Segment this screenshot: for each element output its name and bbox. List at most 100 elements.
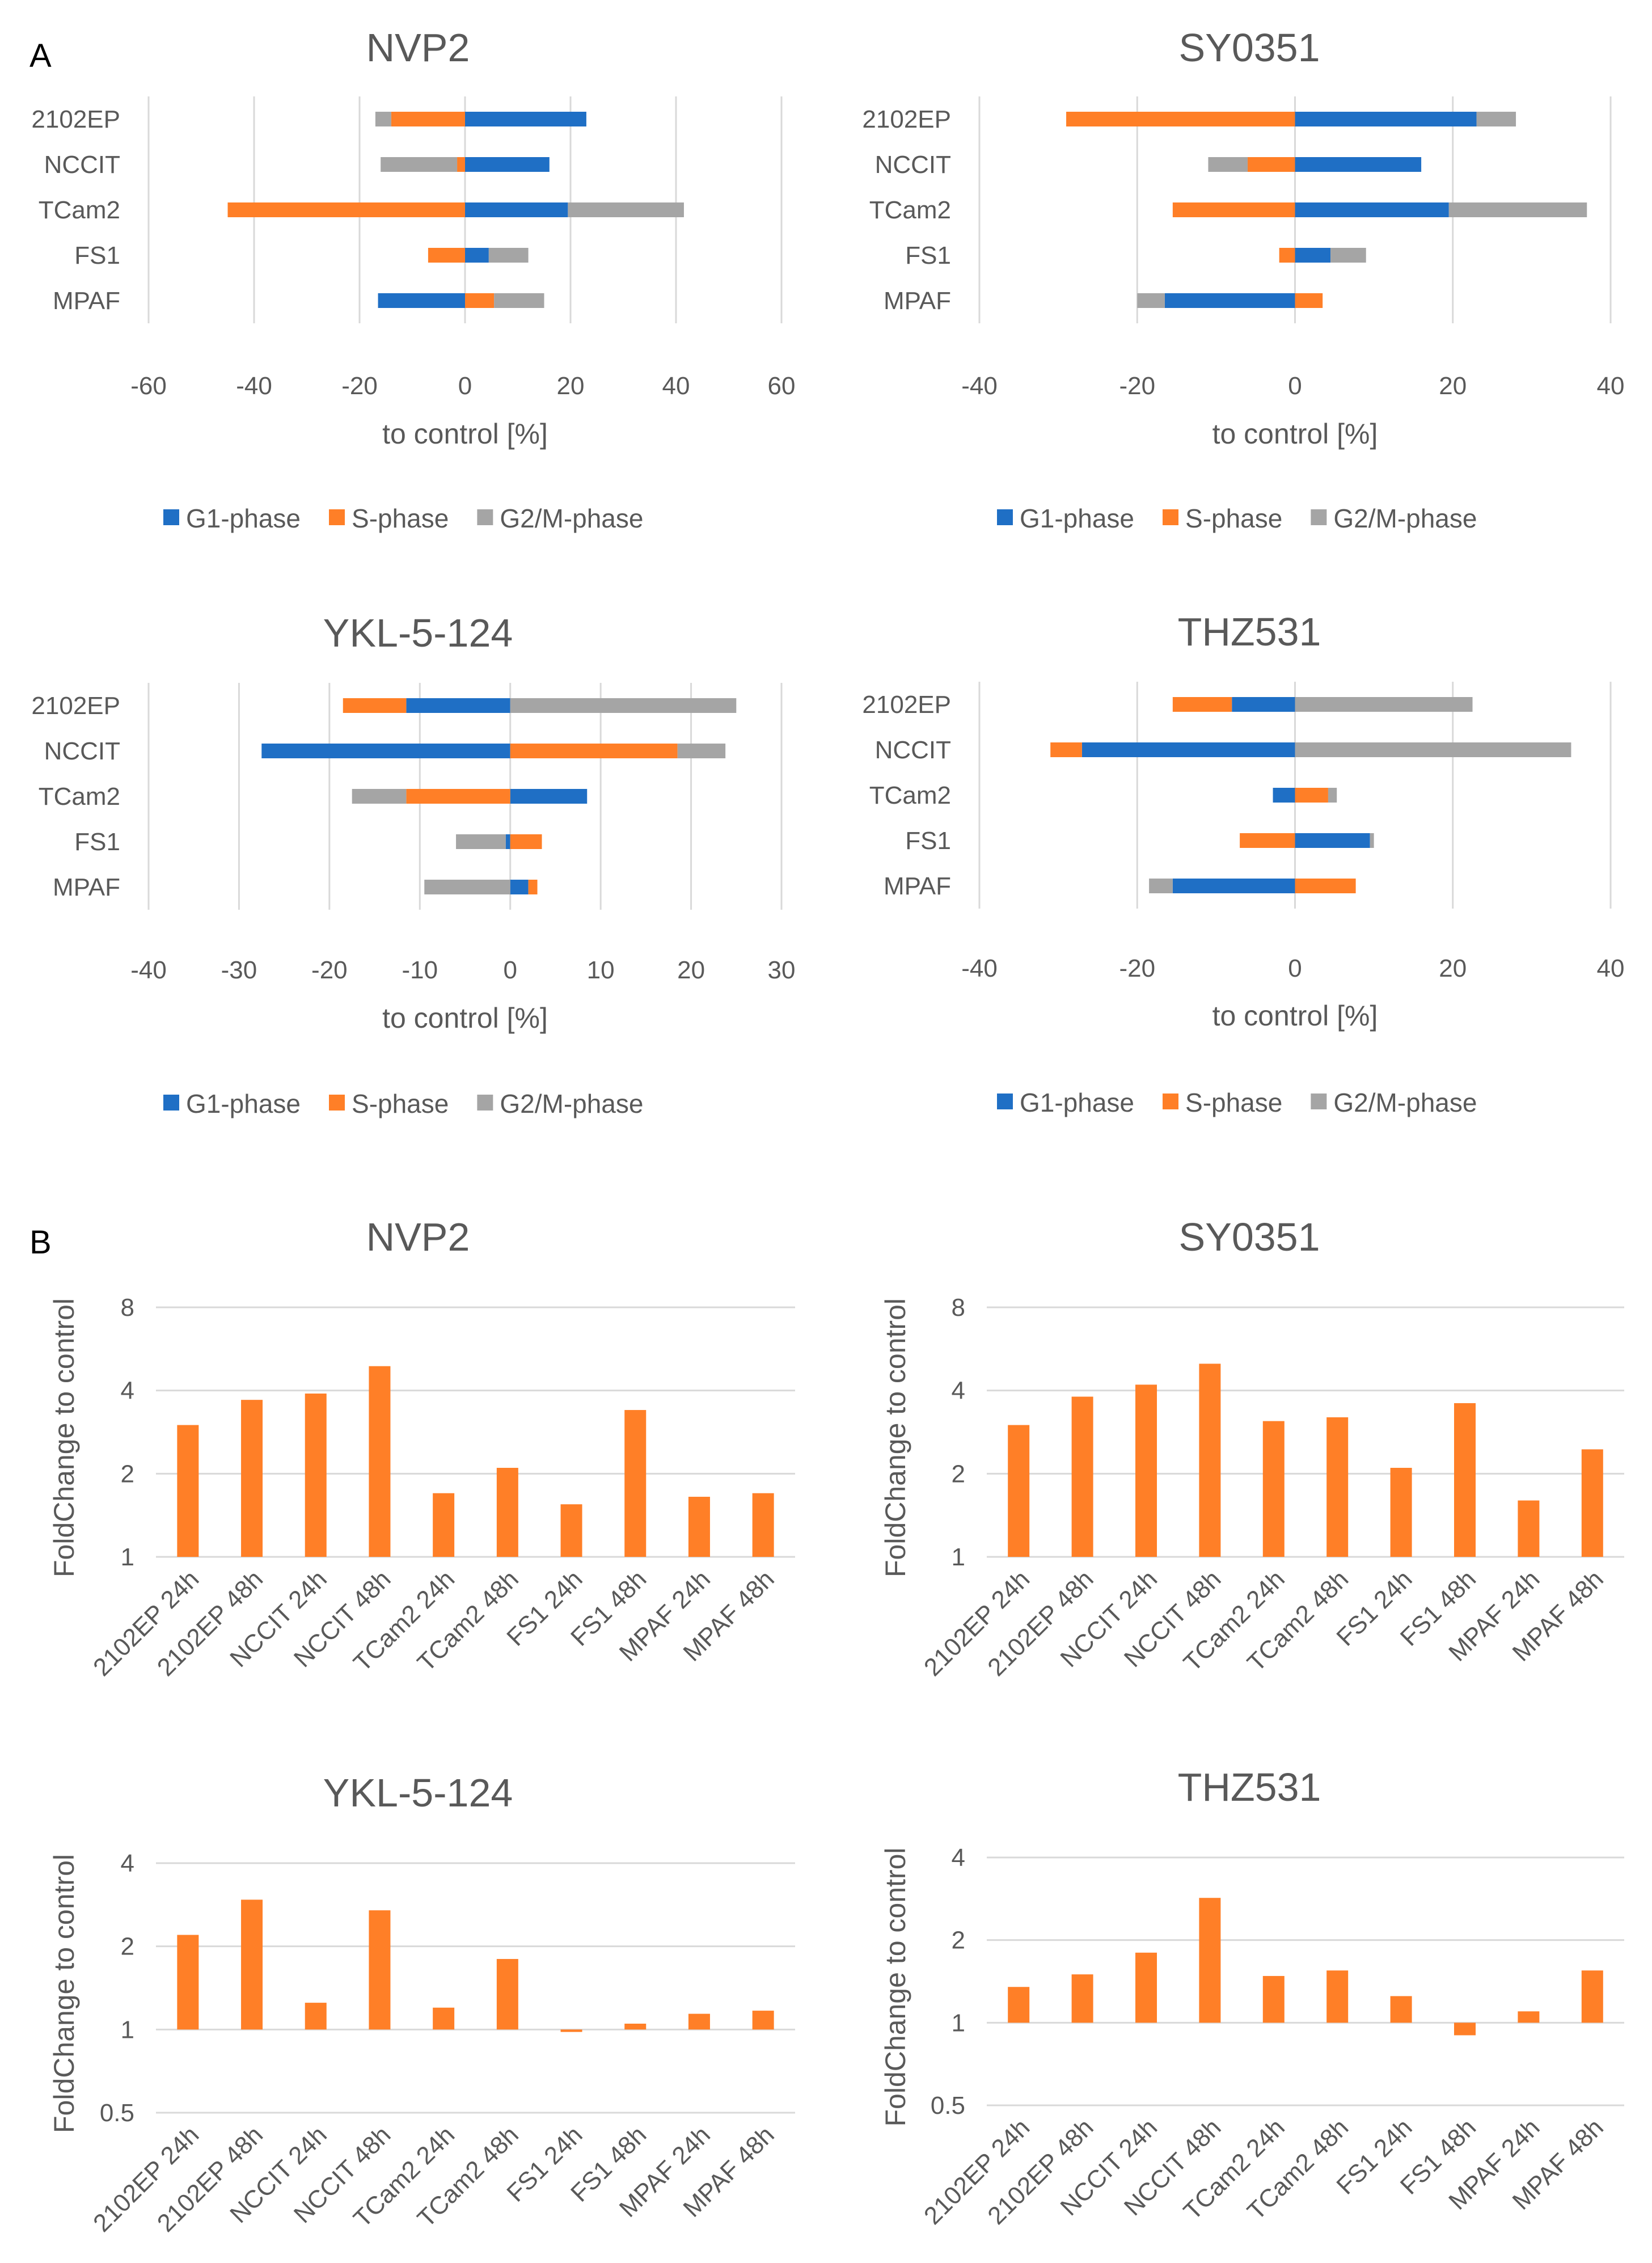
bar-segment bbox=[1476, 112, 1516, 126]
category-label: NCCIT bbox=[875, 736, 951, 764]
bar-segment bbox=[1066, 112, 1295, 126]
x-tick-label: 20 bbox=[557, 372, 585, 400]
bar-segment bbox=[510, 698, 737, 713]
bar-segment bbox=[510, 744, 678, 758]
bar-segment bbox=[1295, 248, 1331, 263]
bar-segment bbox=[424, 880, 510, 894]
bar-segment bbox=[1295, 742, 1571, 757]
category-label: FS1 bbox=[905, 242, 951, 269]
bar-segment bbox=[465, 293, 495, 308]
bar-segment bbox=[1232, 697, 1295, 712]
legend-swatch bbox=[163, 1095, 179, 1111]
category-label: TCam2 bbox=[869, 782, 951, 809]
x-axis-title: to control [%] bbox=[1212, 418, 1378, 450]
bar bbox=[752, 2011, 774, 2030]
category-label: FS1 bbox=[74, 242, 120, 269]
bar bbox=[1390, 1996, 1412, 2023]
legend-label: G1-phase bbox=[186, 504, 301, 533]
bar-segment bbox=[378, 293, 465, 308]
bar-segment bbox=[1137, 293, 1165, 308]
legend-label: G2/M-phase bbox=[500, 1089, 643, 1118]
bar-segment bbox=[1248, 157, 1295, 172]
chart-title: YKL-5-124 bbox=[323, 1771, 513, 1815]
category-label: NCCIT bbox=[44, 737, 120, 765]
bar-segment bbox=[428, 248, 465, 263]
legend-label: S-phase bbox=[352, 1089, 449, 1118]
bar-segment bbox=[391, 112, 465, 126]
bar-segment bbox=[494, 293, 544, 308]
x-tick-label: 40 bbox=[1597, 372, 1625, 400]
bar-segment bbox=[1370, 833, 1374, 848]
bar bbox=[1518, 2011, 1540, 2023]
x-tick-label: -20 bbox=[341, 372, 378, 400]
bar-segment bbox=[1081, 742, 1295, 757]
hbar-chart: NVP2 2102EP NCCIT TCam2 FS1 MPAF -60 -40 -20 0 20 4… bbox=[31, 26, 795, 533]
bar bbox=[369, 1366, 391, 1557]
bar-segment bbox=[343, 698, 407, 713]
legend: G1-phase S-phase G2/M-phase bbox=[163, 1089, 643, 1118]
legend-label: S-phase bbox=[352, 504, 449, 533]
bar bbox=[1326, 1417, 1349, 1557]
bar bbox=[496, 1958, 518, 2030]
y-tick-label: 0.5 bbox=[100, 2099, 134, 2127]
bar-segment bbox=[1279, 248, 1295, 263]
y-tick-label: 1 bbox=[121, 2016, 134, 2044]
x-tick-label: 0 bbox=[1288, 372, 1302, 400]
bar bbox=[1008, 1425, 1030, 1557]
bar-segment bbox=[1149, 879, 1173, 893]
panel-label-b: B bbox=[29, 1224, 52, 1261]
y-axis-title: FoldChange to control bbox=[48, 1854, 80, 2133]
chart-title: THZ531 bbox=[1178, 610, 1321, 654]
bar bbox=[1199, 1363, 1221, 1557]
bar-segment bbox=[465, 248, 489, 263]
bar-segment bbox=[1295, 833, 1370, 848]
bar bbox=[1199, 1898, 1221, 2023]
legend-label: S-phase bbox=[1185, 1088, 1282, 1117]
bar-segment bbox=[568, 202, 684, 217]
bar-segment bbox=[1295, 879, 1356, 893]
bar-segment bbox=[1050, 742, 1082, 757]
bar-segment bbox=[1172, 879, 1295, 893]
bar-segment bbox=[406, 698, 510, 713]
bar-segment bbox=[375, 112, 391, 126]
x-tick-label: -40 bbox=[130, 956, 167, 984]
bar-segment bbox=[1295, 157, 1422, 172]
bar-segment bbox=[510, 880, 529, 894]
bar-segment bbox=[1295, 202, 1449, 217]
y-tick-label: 4 bbox=[121, 1850, 134, 1877]
bar-segment bbox=[456, 834, 506, 849]
bar-segment bbox=[406, 789, 510, 804]
bar-segment bbox=[1448, 202, 1587, 217]
chart-title: YKL-5-124 bbox=[323, 611, 513, 655]
category-label: NCCIT bbox=[44, 151, 120, 179]
category-label: NCCIT bbox=[875, 151, 951, 179]
x-tick-label: -20 bbox=[1119, 372, 1155, 400]
x-tick-label: -40 bbox=[961, 372, 998, 400]
bar-segment bbox=[488, 248, 529, 263]
legend-label: G1-phase bbox=[186, 1089, 301, 1118]
bar bbox=[1008, 1987, 1030, 2023]
bar bbox=[1518, 1500, 1540, 1557]
legend-label: S-phase bbox=[1185, 504, 1282, 533]
category-label: TCam2 bbox=[869, 196, 951, 224]
y-tick-label: 2 bbox=[952, 1927, 965, 1954]
bar bbox=[1454, 1403, 1476, 1557]
y-tick-label: 4 bbox=[121, 1377, 134, 1405]
bar-segment bbox=[1273, 788, 1295, 803]
panel-label-a: A bbox=[29, 37, 52, 74]
x-tick-label: 20 bbox=[1439, 372, 1467, 400]
bar-segment bbox=[352, 789, 407, 804]
y-axis-title: FoldChange to control bbox=[880, 1298, 911, 1577]
x-tick-label: -40 bbox=[961, 955, 998, 982]
bar bbox=[433, 2007, 455, 2030]
chart-title: THZ531 bbox=[1178, 1765, 1321, 1809]
bar bbox=[624, 2024, 647, 2030]
bar-segment bbox=[677, 744, 726, 758]
legend-swatch bbox=[477, 509, 493, 525]
legend: G1-phase S-phase G2/M-phase bbox=[163, 504, 643, 533]
bar bbox=[1262, 1975, 1285, 2023]
x-tick-label: 10 bbox=[587, 956, 615, 984]
